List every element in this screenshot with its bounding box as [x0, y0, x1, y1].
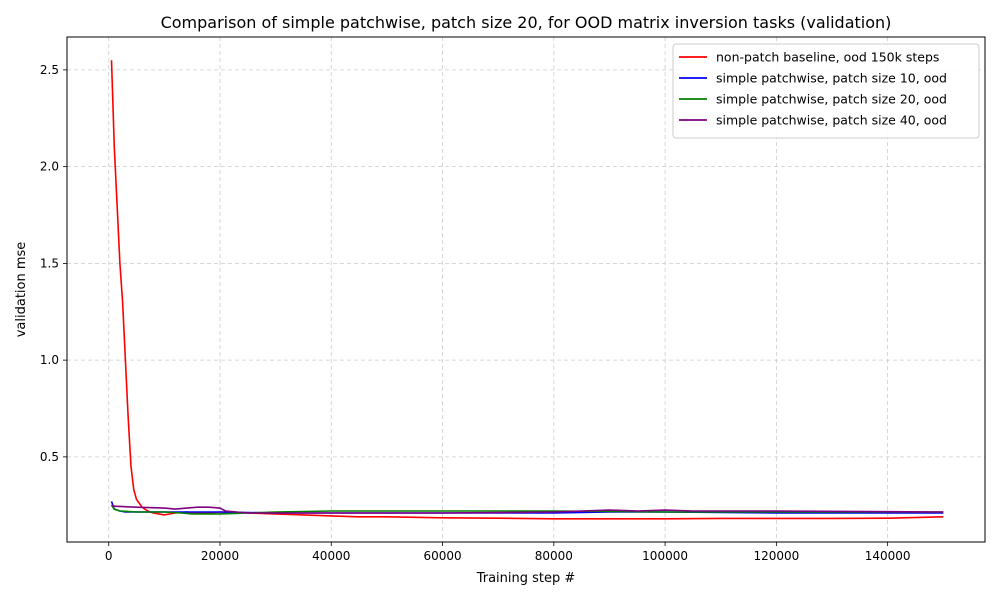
- x-tick-label: 140000: [865, 549, 911, 563]
- x-tick-label: 20000: [201, 549, 239, 563]
- x-tick-label: 40000: [312, 549, 350, 563]
- x-tick-label: 60000: [423, 549, 461, 563]
- x-tick-label: 0: [105, 549, 113, 563]
- legend-label: simple patchwise, patch size 20, ood: [716, 92, 947, 107]
- chart-title: Comparison of simple patchwise, patch si…: [161, 13, 892, 32]
- x-axis-title: Training step #: [476, 571, 576, 586]
- x-tick-label: 100000: [642, 549, 688, 563]
- series-line-4: [111, 504, 944, 514]
- y-tick-label: 0.5: [40, 450, 59, 464]
- y-axis-ticks: 0.5 1.0 1.5 2.0 2.5: [40, 63, 67, 464]
- y-tick-label: 2.0: [40, 160, 59, 174]
- legend-box: [672, 43, 980, 139]
- legend-label: non-patch baseline, ood 150k steps: [716, 50, 939, 65]
- legend-label: simple patchwise, patch size 10, ood: [716, 71, 947, 86]
- series-lines: [110, 60, 944, 520]
- x-tick-label: 80000: [535, 549, 573, 563]
- plot-frame: [66, 36, 986, 543]
- y-tick-label: 2.5: [40, 63, 59, 77]
- legend-label: simple patchwise, patch size 40, ood: [716, 113, 947, 128]
- x-axis-ticks: 0 20000 40000 60000 80000 100000 120000 140000: [105, 542, 911, 563]
- y-axis-title: validation mse: [14, 242, 29, 338]
- y-tick-label: 1.5: [40, 256, 59, 270]
- y-tick-label: 1.0: [40, 353, 59, 367]
- x-tick-label: 120000: [753, 549, 799, 563]
- legend: non-patch baseline, ood 150k steps simple…: [672, 43, 980, 139]
